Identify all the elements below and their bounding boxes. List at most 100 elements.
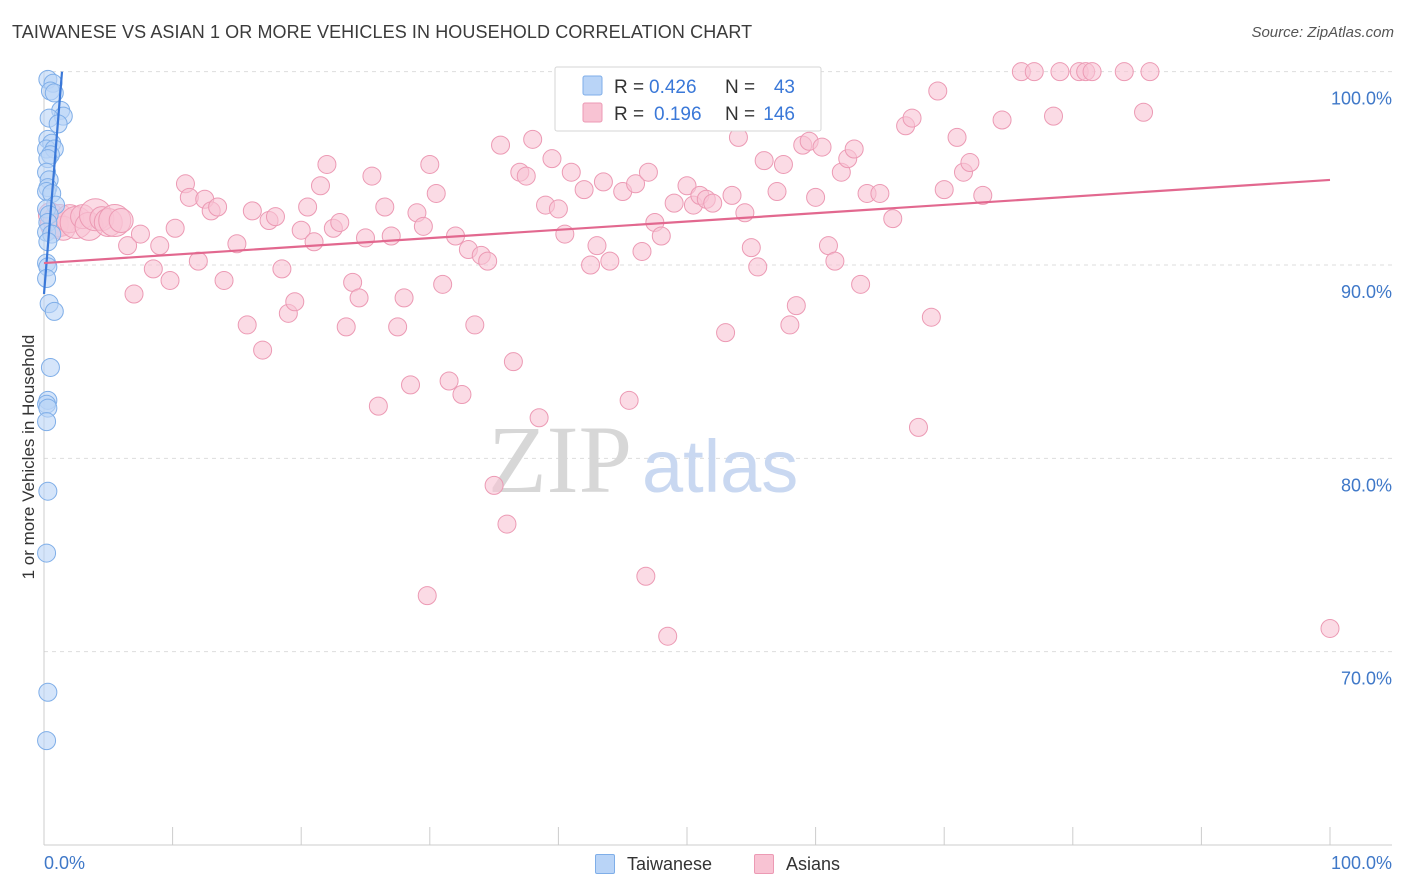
asians-point [330, 212, 350, 232]
asians-point [722, 185, 742, 205]
taiwanese-point [37, 731, 57, 751]
legend-swatch-taiwanese [595, 854, 615, 874]
tick-labels: 70.0% 80.0% 90.0% 100.0% 0.0% 100.0% [44, 89, 1392, 873]
legend-item-asians[interactable]: Asians [754, 850, 840, 878]
taiwanese-point [37, 412, 57, 432]
asians-point [439, 371, 459, 391]
asians-point [160, 270, 180, 290]
y-tick-label: 90.0% [1341, 282, 1392, 302]
legend-r-label: R = [614, 104, 644, 125]
legend-n-label: N = [725, 104, 755, 125]
asians-point [124, 284, 144, 304]
asians-point [1024, 62, 1044, 82]
asians-point [368, 396, 388, 416]
trend-lines [42, 71, 1331, 295]
asians-point [310, 176, 330, 196]
asians-point [947, 127, 967, 147]
asians-point [237, 315, 257, 335]
asians-point [664, 193, 684, 213]
asians-point [1050, 62, 1070, 82]
asians-point [298, 197, 318, 217]
asians-point [703, 193, 723, 213]
legend-n-label: N = [725, 77, 755, 98]
legend-n-value: 146 [763, 104, 795, 125]
bottom-legend: Taiwanese Asians [0, 850, 1406, 878]
taiwanese-point [44, 83, 64, 103]
asians-point [188, 251, 208, 271]
grid-lines [44, 71, 1392, 653]
asians-point [741, 238, 761, 258]
chart-title: TAIWANESE VS ASIAN 1 OR MORE VEHICLES IN… [12, 22, 753, 42]
asians-point [304, 232, 324, 252]
asians-point [928, 81, 948, 101]
asians-point [574, 180, 594, 200]
asians-point [497, 514, 517, 534]
asians-point [825, 251, 845, 271]
asians-point [523, 129, 543, 149]
asians-point [555, 224, 575, 244]
asians-point [491, 135, 511, 155]
asians-point [748, 257, 768, 277]
asians-point [336, 317, 356, 337]
legend-label-taiwanese: Taiwanese [627, 853, 713, 874]
asians-point [272, 259, 292, 279]
legend-r-value: 0.196 [654, 104, 702, 125]
asians-point [478, 251, 498, 271]
asians-point [542, 149, 562, 169]
asians-point [291, 220, 311, 240]
asians-points [37, 62, 1340, 646]
asians-point [844, 139, 864, 159]
legend-swatch-taiwanese [582, 75, 603, 96]
x-tick-label: 0.0% [44, 853, 85, 873]
taiwanese-point [38, 682, 58, 702]
asians-point [581, 255, 601, 275]
legend-swatch-asians [754, 854, 774, 874]
x-tick-label: 100.0% [1331, 853, 1392, 873]
asians-point [600, 251, 620, 271]
y-tick-label: 80.0% [1341, 475, 1392, 495]
asians-point [452, 385, 472, 405]
asians-point [381, 226, 401, 246]
asians-point [1114, 62, 1134, 82]
asians-point [1140, 62, 1160, 82]
taiwanese-trend-line [42, 71, 64, 295]
asians-point [921, 307, 941, 327]
taiwanese-point [38, 481, 58, 501]
y-axis-label: 1 or more Vehicles in Household [19, 335, 38, 580]
asians-point [253, 340, 273, 360]
taiwanese-point [44, 301, 64, 321]
asians-point [265, 207, 285, 227]
source-label: Source: ZipAtlas.com [1251, 24, 1394, 41]
asians-point [626, 174, 646, 194]
asians-point [227, 234, 247, 254]
asians-point [548, 199, 568, 219]
asians-point [484, 475, 504, 495]
legend-r-value: 0.426 [649, 77, 697, 98]
asians-point [632, 241, 652, 261]
legend-label-asians: Asians [786, 853, 841, 874]
asians-point [902, 108, 922, 128]
asians-trend-line [43, 178, 1331, 265]
asians-point [349, 288, 369, 308]
asians-point [130, 224, 150, 244]
watermark-atlas: atlas [642, 425, 798, 508]
asians-point [1044, 106, 1064, 126]
asians-point [420, 154, 440, 174]
asians-point [754, 151, 774, 171]
asians-point [806, 187, 826, 207]
asians-point [619, 390, 639, 410]
asians-point [908, 417, 928, 437]
asians-point [658, 626, 678, 646]
asians-point [375, 197, 395, 217]
asians-point [636, 566, 656, 586]
asians-point [587, 236, 607, 256]
y-tick-label: 70.0% [1341, 669, 1392, 689]
asians-point [503, 352, 523, 372]
asians-point [214, 270, 234, 290]
asians-point [780, 315, 800, 335]
legend-item-taiwanese[interactable]: Taiwanese [595, 850, 712, 878]
asians-point [1320, 618, 1340, 638]
asians-point [851, 274, 871, 294]
y-tick-label: 100.0% [1331, 89, 1392, 109]
